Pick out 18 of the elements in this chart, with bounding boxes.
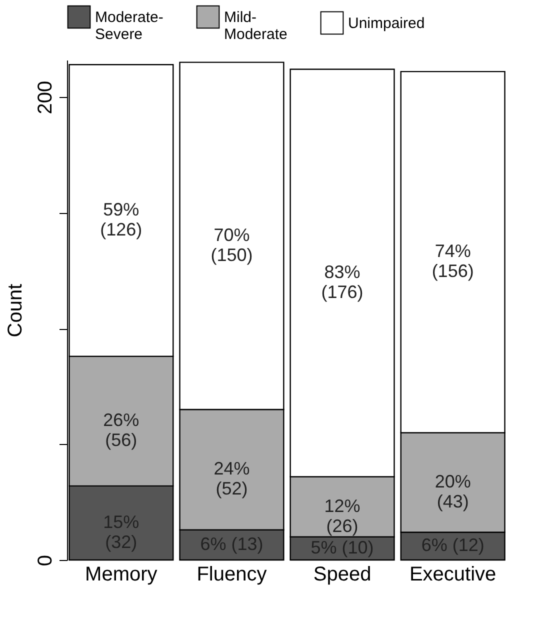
data-label: 24% (52) [214,458,250,499]
data-label: 70% (150) [210,224,253,265]
x-tick-label: Fluency [196,564,267,586]
x-tick-label: Speed [313,564,372,586]
y-axis-title: Count [4,283,26,338]
data-label: 83% (176) [321,262,364,302]
data-label: 12% (26) [324,496,360,536]
y-tick-label: 0 [34,554,56,566]
legend-label: Unimpaired [348,14,425,32]
data-label: 26% (56) [103,410,140,450]
data-label: 59% (126) [100,199,142,240]
data-label: 20% (43) [434,471,471,512]
data-label: 74% (156) [432,241,474,282]
y-tick-label: 200 [34,80,56,114]
x-tick-label: Executive [409,564,496,586]
legend-label: Mild- Moderate [224,9,288,43]
x-tick-label: Memory [85,564,158,586]
legend-label: Moderate- Severe [95,9,164,43]
